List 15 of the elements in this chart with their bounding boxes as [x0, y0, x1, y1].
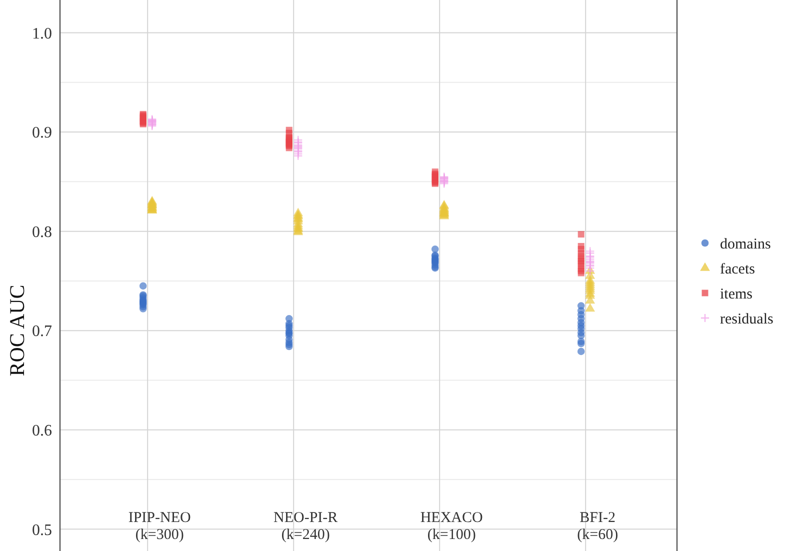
x-tick-label: HEXACO (k=100) — [420, 510, 484, 543]
legend-label: items — [720, 286, 753, 302]
legend-label: facets — [720, 261, 756, 278]
x-tick-label: BFI-2 (k=60) — [577, 510, 618, 543]
x-tick-label: NEO-PI-R (k=240) — [274, 510, 338, 543]
y-axis-title: ROC AUC — [5, 284, 29, 376]
y-tick-label: 0.9 — [32, 124, 52, 142]
y-tick-label: 0.7 — [32, 323, 52, 340]
y-tick-label: 0.6 — [32, 422, 52, 440]
y-tick-label: 0.8 — [32, 224, 52, 241]
legend-label: domains — [720, 236, 771, 252]
y-tick-label: 0.5 — [32, 522, 52, 539]
x-tick-label: IPIP-NEO (k=300) — [128, 510, 192, 543]
legend-label: residuals — [720, 311, 774, 328]
y-tick-label: 1.0 — [32, 25, 52, 42]
